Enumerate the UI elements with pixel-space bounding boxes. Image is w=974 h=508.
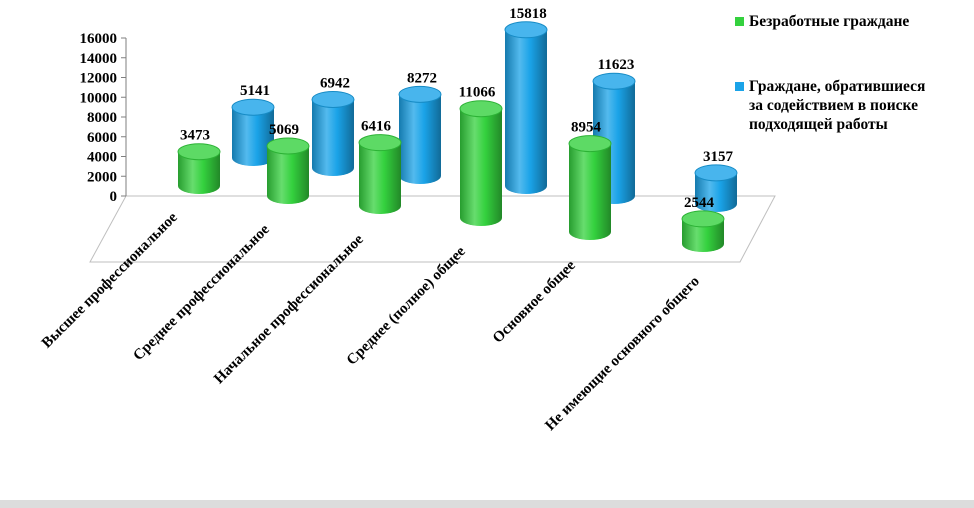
bar-applicants-1-top bbox=[231, 98, 275, 116]
bar-applicants-2-top bbox=[311, 90, 355, 108]
bar-unemployed-5 bbox=[568, 135, 612, 240]
bar-unemployed-3-top bbox=[358, 134, 402, 152]
y-tick-label: 16000 bbox=[80, 31, 118, 47]
bottom-border bbox=[0, 500, 974, 508]
floor-outline bbox=[89, 195, 776, 263]
bar-applicants-4-body bbox=[505, 29, 547, 194]
y-axis: 0 2000 4000 6000 8000 10000 12000 14000 16000 bbox=[80, 31, 127, 205]
bar-unemployed-6 bbox=[681, 210, 725, 252]
data-label-applicants-3: 8272 bbox=[407, 70, 437, 86]
bar-applicants-6-body bbox=[695, 172, 737, 212]
bar-applicants-3-top bbox=[398, 85, 442, 103]
data-label-unemployed-2: 5069 bbox=[269, 122, 299, 138]
bar-unemployed-3-body bbox=[359, 142, 401, 214]
bar-unemployed-1-body bbox=[178, 151, 220, 194]
bar-unemployed-1-top bbox=[177, 143, 221, 161]
bar-applicants-4-top bbox=[504, 21, 548, 39]
bar-unemployed-2-top bbox=[266, 137, 310, 155]
bar-applicants-3 bbox=[398, 85, 442, 184]
y-tick-label: 10000 bbox=[80, 90, 118, 106]
legend-swatch-applicants bbox=[735, 82, 744, 91]
bar-unemployed-1 bbox=[177, 143, 221, 194]
bar-unemployed-3 bbox=[358, 134, 402, 214]
bar-applicants-3-body bbox=[399, 94, 441, 184]
data-label-applicants-6: 3157 bbox=[703, 149, 734, 165]
bar-unemployed-5-top bbox=[568, 135, 612, 153]
x-tick-label-5: Основное общее bbox=[490, 257, 579, 346]
legend-label-applicants-2: за содействием в поиске bbox=[749, 97, 918, 114]
bar-applicants-5-top bbox=[592, 72, 636, 90]
data-label-unemployed-5: 8954 bbox=[571, 120, 602, 136]
data-labels: 5141 3473 6942 5069 8272 6416 15818 11066 11623 8… bbox=[180, 6, 734, 211]
data-label-applicants-5: 11623 bbox=[598, 57, 635, 73]
bar-unemployed-4 bbox=[459, 100, 503, 226]
data-label-unemployed-3: 6416 bbox=[361, 119, 392, 135]
legend-item-unemployed: Безработные граждане bbox=[735, 12, 970, 31]
y-tick-label: 4000 bbox=[87, 150, 117, 166]
data-label-unemployed-4: 11066 bbox=[459, 85, 496, 101]
y-tick-label: 14000 bbox=[80, 51, 118, 67]
y-tick-label: 2000 bbox=[87, 169, 117, 185]
legend-item-applicants: Граждане, обратившиеся за содействием в … bbox=[735, 77, 970, 134]
bar-applicants-4 bbox=[504, 21, 548, 194]
bar-unemployed-6-body bbox=[682, 218, 724, 252]
data-label-unemployed-6: 2544 bbox=[684, 195, 715, 211]
legend-swatch-unemployed bbox=[735, 17, 744, 26]
x-tick-label-6: Не имеющие основного общего bbox=[542, 274, 702, 434]
bar-unemployed-4-body bbox=[460, 108, 502, 226]
legend: Безработные граждане Граждане, обративши… bbox=[735, 12, 970, 134]
bar-applicants-2 bbox=[311, 90, 355, 176]
y-tick-label: 8000 bbox=[87, 110, 117, 126]
data-label-applicants-4: 15818 bbox=[509, 6, 547, 22]
bar-unemployed-2 bbox=[266, 137, 310, 204]
data-label-applicants-1: 5141 bbox=[240, 83, 270, 99]
bar-unemployed-6-top bbox=[681, 210, 725, 228]
bar-unemployed-2-body bbox=[267, 145, 309, 204]
y-tick-label: 12000 bbox=[80, 71, 118, 87]
data-label-applicants-2: 6942 bbox=[320, 75, 350, 91]
bar-applicants-2-body bbox=[312, 99, 354, 176]
y-tick-label: 0 bbox=[110, 189, 118, 205]
legend-label-unemployed: Безработные граждане bbox=[749, 13, 910, 30]
back-wall bbox=[125, 38, 770, 197]
bar-applicants-6-top bbox=[694, 164, 738, 182]
legend-label-applicants-1: Граждане, обратившиеся bbox=[749, 78, 926, 95]
bar-applicants-1-body bbox=[232, 107, 274, 166]
bar-unemployed-4-top bbox=[459, 100, 503, 118]
y-tick-label: 6000 bbox=[87, 130, 117, 146]
bar-applicants-1 bbox=[231, 98, 275, 166]
data-label-unemployed-1: 3473 bbox=[180, 128, 210, 144]
bar-unemployed-5-body bbox=[569, 143, 611, 240]
legend-label-applicants-3: подходящей работы bbox=[749, 116, 888, 133]
bar-applicants-6 bbox=[694, 164, 738, 212]
